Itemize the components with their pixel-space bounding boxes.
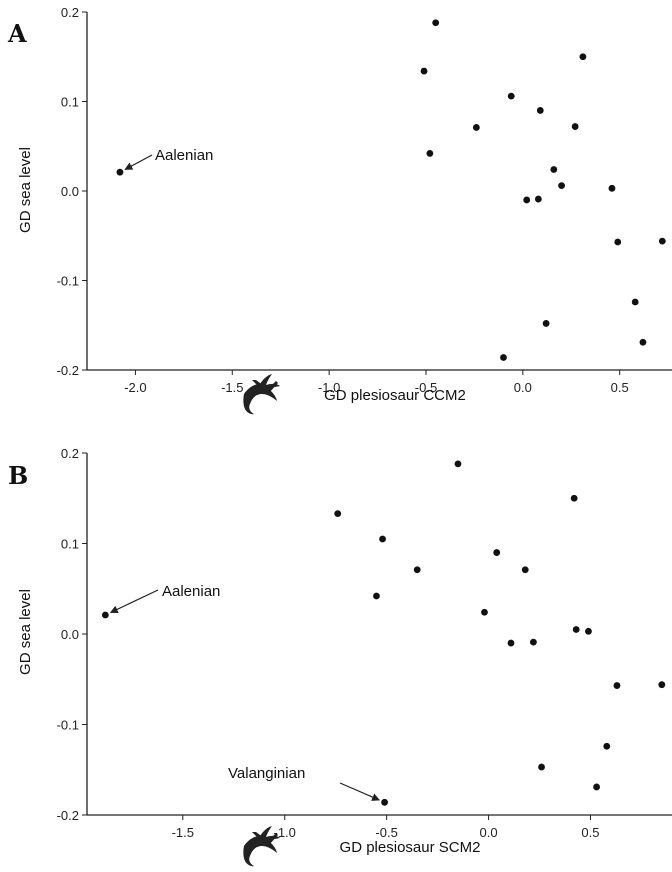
annotation-label: Aalenian bbox=[162, 583, 220, 600]
data-point bbox=[658, 681, 666, 689]
data-point bbox=[658, 237, 666, 245]
data-point bbox=[381, 798, 388, 806]
data-point bbox=[334, 510, 342, 518]
annotation-arrow bbox=[339, 782, 381, 801]
y-tick-label: -0.2 bbox=[57, 363, 79, 378]
panel-letter: B bbox=[8, 461, 28, 490]
annotation-arrow bbox=[109, 589, 159, 614]
data-point bbox=[571, 123, 579, 130]
data-point bbox=[432, 19, 440, 27]
x-tick-label: 0.0 bbox=[480, 825, 498, 840]
data-point bbox=[585, 627, 592, 635]
data-point bbox=[572, 626, 580, 633]
data-point bbox=[639, 338, 647, 346]
y-axis-title: GD sea level bbox=[17, 147, 34, 233]
data-point bbox=[593, 783, 600, 791]
data-point bbox=[534, 195, 542, 203]
y-tick-label: 0.0 bbox=[61, 627, 79, 642]
x-tick-label: -2.0 bbox=[124, 380, 146, 395]
panel-letter: A bbox=[7, 19, 27, 48]
data-point bbox=[507, 639, 515, 647]
data-point bbox=[379, 535, 386, 543]
x-tick-label: -1.0 bbox=[318, 380, 340, 395]
data-point bbox=[542, 320, 550, 327]
annotation-label: Valanginian bbox=[228, 765, 305, 782]
panel-a: A -0.2 -0.1 0.0 0.1 0.2 -2.0 -1.5 -1.0 -0.5 0.0 0.5… bbox=[7, 5, 672, 415]
data-point bbox=[454, 460, 462, 468]
data-point bbox=[631, 298, 639, 306]
x-tick-label: -1.0 bbox=[274, 825, 296, 840]
annotation-arrow bbox=[124, 154, 153, 170]
data-point bbox=[570, 494, 578, 502]
y-tick-label: 0.2 bbox=[61, 5, 79, 20]
data-point bbox=[613, 682, 621, 689]
data-point bbox=[481, 608, 488, 616]
data-point bbox=[420, 67, 428, 75]
y-tick-label: -0.1 bbox=[57, 718, 79, 733]
data-point bbox=[472, 124, 480, 131]
x-tick-label: -0.5 bbox=[375, 825, 397, 840]
y-tick-label: -0.2 bbox=[57, 808, 79, 823]
annotation-label: Aalenian bbox=[155, 147, 213, 164]
y-tick-label: -0.1 bbox=[57, 274, 79, 289]
y-tick-label: 0.1 bbox=[61, 537, 79, 552]
y-tick-label: 0.0 bbox=[61, 184, 79, 199]
y-tick-label: 0.2 bbox=[61, 446, 79, 461]
data-point bbox=[536, 107, 544, 114]
x-tick-label: 0.5 bbox=[611, 380, 629, 395]
data-point bbox=[521, 566, 529, 574]
data-point bbox=[550, 166, 558, 173]
y-tick-label: 0.1 bbox=[61, 95, 79, 110]
x-tick-label: -0.5 bbox=[415, 380, 437, 395]
panel-b: B -0.2 -0.1 0.0 0.1 0.2 -1.5 -1.0 -0.5 0.0 0.5 GD s… bbox=[8, 446, 672, 867]
data-point bbox=[608, 184, 616, 192]
plesiosaur-silhouette-icon bbox=[243, 374, 280, 415]
data-point bbox=[500, 354, 507, 361]
data-point bbox=[373, 592, 380, 600]
x-tick-label: 0.5 bbox=[581, 825, 599, 840]
x-axis-title: GD plesiosaur CCM2 bbox=[324, 387, 466, 404]
data-point bbox=[116, 168, 124, 176]
data-point bbox=[413, 566, 421, 574]
data-point bbox=[507, 92, 515, 100]
data-point bbox=[579, 53, 587, 61]
data-point bbox=[538, 763, 545, 771]
data-point bbox=[603, 742, 611, 750]
data-point bbox=[101, 611, 109, 619]
data-point bbox=[529, 638, 537, 646]
x-tick-label: -1.5 bbox=[221, 380, 243, 395]
data-point bbox=[558, 182, 565, 190]
x-tick-label: 0.0 bbox=[514, 380, 532, 395]
data-point bbox=[523, 196, 531, 204]
x-tick-label: -1.5 bbox=[172, 825, 194, 840]
data-point bbox=[614, 238, 622, 246]
data-point bbox=[426, 150, 434, 157]
data-point bbox=[493, 549, 501, 556]
y-axis-title: GD sea level bbox=[17, 589, 34, 675]
x-axis-title: GD plesiosaur SCM2 bbox=[340, 839, 481, 856]
